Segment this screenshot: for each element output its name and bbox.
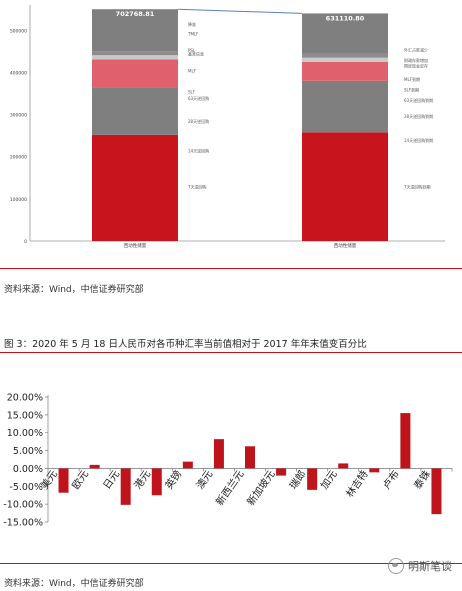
bar [307, 468, 318, 490]
series-label-right: 财政存款增加 [404, 57, 428, 63]
stacked-bar-segment [92, 51, 178, 56]
series-label-right: 14天逆回购到期 [404, 137, 433, 143]
x-tick-label: 澳元 [193, 468, 215, 492]
bar [400, 413, 411, 469]
bar [338, 463, 349, 469]
bar [120, 468, 131, 505]
watermark-text: 明斯笔谈 [408, 560, 452, 573]
y-tick-label: -10.00% [3, 500, 43, 511]
stacked-bar-segment [92, 59, 178, 88]
bar [182, 461, 193, 469]
x-tick-label: 西动性储量 [124, 242, 147, 249]
stacked-bar-chart: 0 100000 200000 300000 400000 500000 702768.81… [10, 5, 445, 249]
x-tick-label: 林吉特 [343, 468, 371, 500]
stacked-bar-segment [92, 55, 178, 60]
series-label-left: 7天逆回购 [188, 183, 207, 189]
bar [89, 464, 100, 469]
figure-title: 图 3：2020 年 5 月 18 日人民币对各币种汇率当前值相对于 2017 … [4, 339, 367, 350]
stacked-bar-segment [302, 61, 388, 81]
series-label-right: MLF到期 [404, 76, 420, 82]
x-tick-label: 新加坡元 [244, 468, 278, 508]
watermark-logo-icon [388, 558, 404, 574]
divider-title [0, 352, 462, 353]
series-label-left: 基准信息 [188, 51, 204, 57]
x-tick-label: 新西兰元 [213, 468, 247, 508]
bar [431, 468, 442, 515]
x-tick-label: 欧元 [70, 468, 91, 491]
series-label-right: 7天逆回购到期 [404, 183, 431, 189]
source-note-2: 资料来源：Wind，中信证券研究部 [4, 579, 144, 589]
series-label-left: 14天逆回购 [188, 148, 209, 154]
x-tick-label: 卢布 [380, 468, 402, 492]
x-tick-label: 瑞郎 [286, 468, 308, 492]
total-connector-line [177, 8, 303, 14]
series-label-right: 外汇占款减少 [404, 46, 428, 52]
bar [213, 439, 224, 469]
stacked-bar-segment [302, 80, 388, 133]
series-label-left: 28天逆回购 [188, 118, 209, 124]
stacked-bar-segment [302, 57, 388, 62]
series-label-left: 降准 [188, 21, 196, 27]
y-tick-label: 10.00% [7, 428, 43, 439]
y-tick-label: 15.00% [7, 410, 43, 421]
percent-change-bar-chart: 20.00% 15.00% 10.00% 5.00% 0.00% -5.00% -10.00… [3, 393, 453, 529]
series-label-right: SLF到期 [404, 86, 419, 92]
divider-bottom [0, 563, 462, 564]
series-label-left: 63天逆回购 [188, 95, 209, 101]
stacked-bar-segment [302, 132, 388, 241]
stacked-bar-segment [302, 13, 388, 54]
bar [276, 468, 287, 476]
stacked-bar-segment [302, 53, 388, 58]
bar [369, 468, 380, 473]
y-tick-label: 100000 [10, 197, 27, 203]
x-tick-label: 加元 [318, 468, 339, 491]
bar-total-label: 702768.81 [116, 10, 155, 18]
bar-total-label: 631110.80 [326, 14, 365, 22]
y-tick-label: 200000 [10, 155, 27, 161]
source-note-1: 资料来源：Wind，中信证券研究部 [4, 285, 144, 295]
bar [151, 468, 162, 496]
bar [245, 446, 255, 469]
series-label-left: SLF [188, 90, 196, 95]
y-tick-label: 400000 [10, 70, 27, 76]
y-tick-label: 500000 [10, 28, 27, 34]
y-tick-label: 0 [24, 239, 27, 245]
x-tick-label: 英镑 [162, 468, 184, 492]
y-tick-label: -15.00% [3, 518, 43, 529]
x-tick-label: 港元 [132, 468, 153, 491]
watermark: 明斯笔谈 [388, 558, 452, 574]
x-tick-label: 泰铢 [411, 468, 433, 492]
stacked-bar-segment [92, 9, 178, 52]
y-tick-label: 20.00% [7, 393, 43, 404]
series-label-left: MLF [188, 68, 197, 73]
y-tick-label: 0.00% [13, 464, 43, 475]
stacked-bar-segment [92, 87, 178, 135]
divider-top [0, 268, 462, 269]
series-label-right: 国库现金定存 [404, 62, 428, 68]
y-tick-label: 300000 [10, 113, 27, 119]
series-label-left: PSL [188, 48, 196, 53]
y-tick-label: -5.00% [9, 482, 43, 493]
stacked-bar-segment [92, 134, 178, 241]
x-tick-label: 西动性储量 [334, 242, 357, 249]
y-tick-label: 5.00% [13, 446, 43, 457]
series-label-left: TMLF [187, 31, 199, 36]
bar [58, 468, 69, 493]
series-label-right: 63天逆回购到期 [404, 97, 433, 103]
series-label-right: 28天逆回购到期 [404, 113, 433, 119]
x-tick-label: 日元 [102, 469, 122, 492]
